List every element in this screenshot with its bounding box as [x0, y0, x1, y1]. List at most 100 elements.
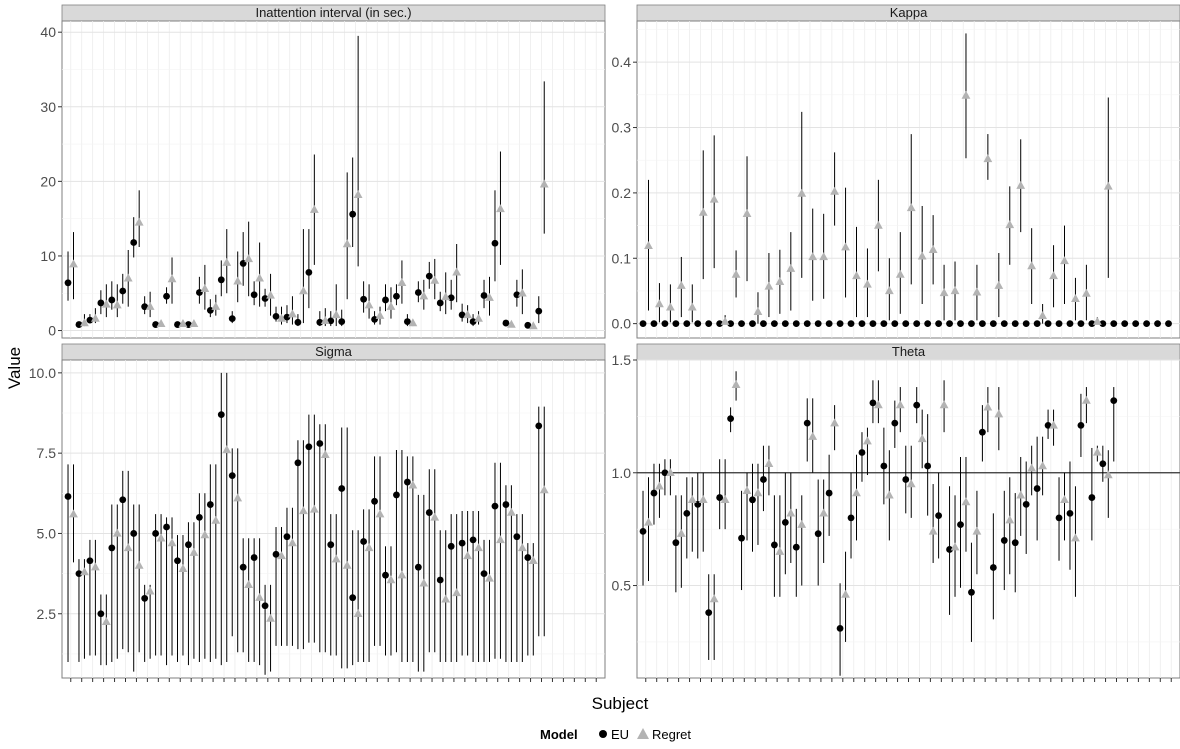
point-eu [75, 570, 83, 578]
point-eu [891, 419, 899, 427]
point-eu [770, 541, 778, 549]
point-eu [1022, 500, 1030, 508]
point-regret [496, 204, 505, 213]
point-regret [1092, 316, 1102, 325]
point-regret [156, 319, 166, 328]
point-eu [672, 320, 680, 328]
point-eu [1132, 320, 1140, 328]
point-regret [167, 274, 177, 283]
point-regret [1038, 461, 1048, 470]
point-regret [419, 578, 429, 587]
point-regret [375, 509, 385, 518]
point-regret [255, 592, 265, 601]
point-regret [994, 280, 1004, 289]
point-eu [283, 313, 291, 321]
point-regret [441, 594, 451, 603]
point-regret [676, 280, 686, 289]
point-eu [760, 320, 767, 328]
point-eu [924, 320, 932, 328]
point-eu [716, 320, 724, 328]
series-eu-inattention-interval-in-sec [64, 157, 543, 329]
point-regret [895, 269, 905, 278]
point-eu [1044, 320, 1052, 328]
point-eu [217, 411, 225, 419]
point-regret [277, 551, 286, 560]
y-tick-label-inattention-interval-in-sec: 40 [40, 24, 56, 40]
point-regret [200, 283, 210, 292]
point-regret [375, 310, 385, 319]
point-regret [950, 542, 960, 551]
point-regret [1027, 463, 1037, 472]
point-regret [331, 554, 341, 563]
point-regret [950, 286, 960, 295]
point-eu [1055, 320, 1063, 328]
point-regret [211, 301, 221, 310]
point-eu [683, 320, 691, 328]
point-regret [178, 563, 188, 572]
point-eu [661, 469, 669, 477]
point-eu [814, 530, 822, 538]
point-regret [808, 252, 818, 261]
point-regret [731, 269, 741, 278]
point-eu [327, 317, 335, 325]
point-regret [430, 275, 440, 284]
point-regret [961, 497, 971, 506]
point-eu [283, 533, 291, 541]
point-regret [364, 543, 374, 552]
point-regret [517, 288, 527, 297]
point-regret [753, 488, 763, 497]
point-regret [342, 239, 352, 248]
point-eu [1066, 320, 1074, 328]
point-regret [463, 551, 473, 560]
point-eu [294, 318, 302, 326]
point-regret [474, 543, 483, 552]
point-eu [250, 554, 258, 561]
point-eu [1143, 320, 1151, 328]
point-eu [371, 497, 378, 505]
y-tick-label-theta: 1.0 [612, 465, 632, 481]
point-eu [502, 319, 510, 327]
point-regret [786, 263, 796, 272]
point-eu [228, 472, 236, 480]
point-eu [469, 536, 477, 544]
point-eu [803, 320, 811, 328]
point-regret [145, 301, 155, 310]
point-regret [830, 186, 840, 195]
point-regret [167, 538, 177, 547]
point-eu [683, 509, 691, 517]
point-eu [403, 478, 411, 486]
point-eu [727, 320, 735, 328]
point-regret [655, 299, 664, 308]
point-regret [233, 276, 243, 285]
y-tick-label-theta: 0.5 [612, 578, 632, 594]
series-regret-inattention-interval-in-sec [69, 35, 549, 330]
point-eu [957, 320, 964, 328]
point-eu [1099, 460, 1107, 468]
series-eu-kappa [639, 320, 1172, 328]
point-eu [119, 496, 127, 504]
point-eu [814, 320, 822, 328]
point-eu [749, 320, 756, 328]
point-regret [342, 560, 352, 569]
point-eu [1121, 320, 1129, 328]
point-eu [349, 594, 357, 602]
point-eu [206, 307, 214, 314]
legend-key-regret-icon [637, 728, 649, 739]
point-eu [458, 311, 466, 319]
point-regret [539, 485, 549, 494]
point-regret [222, 445, 232, 454]
point-eu [935, 512, 943, 520]
point-regret [178, 319, 188, 328]
point-regret [211, 515, 221, 524]
point-eu [163, 292, 170, 300]
y-tick-label-inattention-interval-in-sec: 20 [40, 173, 56, 189]
point-regret [353, 189, 363, 198]
point-eu [902, 476, 910, 483]
point-eu [425, 509, 433, 516]
series-eu-sigma [64, 372, 543, 675]
y-tick-label-inattention-interval-in-sec: 30 [40, 99, 56, 115]
point-regret [720, 495, 730, 504]
point-eu [360, 295, 368, 303]
point-regret [430, 512, 440, 521]
point-eu [1099, 320, 1107, 328]
